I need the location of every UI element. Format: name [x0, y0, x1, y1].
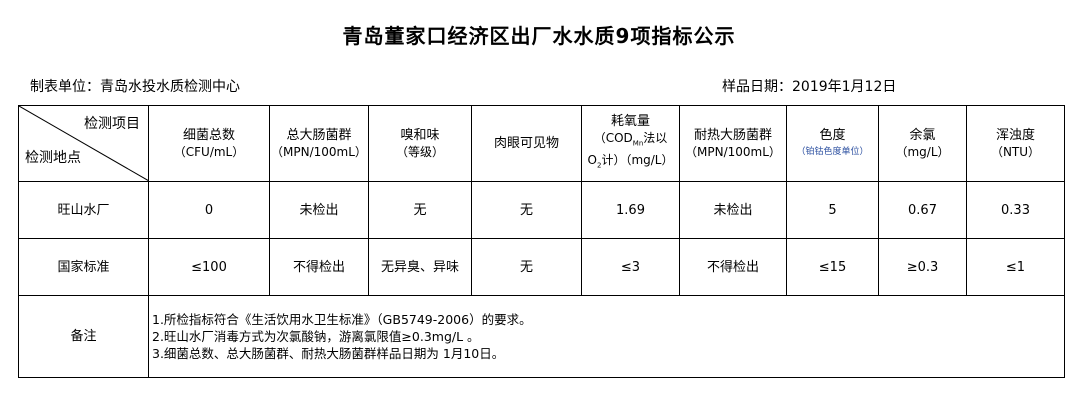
col-unit: （MPN/100mL）: [685, 144, 781, 159]
corner-top-label: 检测项目: [84, 116, 140, 132]
unit-part: 计）（mg/L）: [601, 153, 674, 167]
col-name: 总大肠菌群: [286, 127, 352, 143]
col-header: 总大肠菌群 （MPN/100mL）: [269, 105, 369, 182]
remark-line: 1.所检指标符合《生活饮用水卫生标准》（GB5749-2006）的要求。: [152, 312, 532, 327]
unit-part: （COD: [593, 130, 633, 145]
remark-line: 2.旺山水厂消毒方式为次氯酸钠，游离氯限值≥0.3mg/L 。: [152, 329, 480, 344]
col-header: 嗅和味 （等级）: [368, 105, 472, 182]
table-row: 国家标准 ≤100 不得检出 无异臭、异味 无 ≤3 不得检出 ≤15 ≥0.3…: [18, 238, 1065, 296]
col-unit: （MPN/100mL）: [271, 144, 367, 159]
sample-date: 样品日期：2019年1月12日: [722, 79, 897, 95]
table-row: 旺山水厂 0 未检出 无 无 1.69 未检出 5 0.67 0.33: [18, 181, 1065, 239]
cell: 无: [471, 238, 582, 296]
cell: ≤100: [148, 238, 270, 296]
unit-sub: Mn: [632, 139, 644, 147]
cell: ≤3: [581, 238, 680, 296]
col-unit: O2计）（mg/L）: [582, 152, 679, 174]
col-name: 嗅和味: [400, 127, 440, 143]
col-header: 浑浊度 （NTU）: [966, 105, 1065, 182]
unit-part: 法以: [643, 130, 668, 145]
cell: 0.33: [966, 181, 1065, 239]
cell: 0.67: [878, 181, 967, 239]
page-title: 青岛董家口经济区出厂水水质9项指标公示: [342, 24, 736, 48]
col-header: 肉眼可见物: [471, 105, 582, 182]
col-header: 细菌总数 （CFU/mL）: [148, 105, 270, 182]
col-unit: （CODMn法以: [582, 130, 679, 152]
col-name: 细菌总数: [182, 127, 235, 143]
col-name: 耗氧量: [610, 113, 650, 129]
remarks-content: 1.所检指标符合《生活饮用水卫生标准》（GB5749-2006）的要求。 2.旺…: [148, 295, 1065, 378]
water-quality-table: 检测项目 检测地点 细菌总数 （CFU/mL） 总大肠菌群 （MPN/100mL） …: [18, 105, 1065, 378]
col-name: 肉眼可见物: [493, 136, 559, 151]
cell: 不得检出: [269, 238, 369, 296]
col-unit: （CFU/mL）: [173, 144, 245, 159]
col-name: 浑浊度: [995, 127, 1035, 143]
header-row: 检测项目 检测地点 细菌总数 （CFU/mL） 总大肠菌群 （MPN/100mL） …: [18, 105, 1065, 182]
remarks-row: 备注 1.所检指标符合《生活饮用水卫生标准》（GB5749-2006）的要求。 …: [18, 295, 1065, 378]
unit-part: O: [587, 153, 597, 167]
remark-line: 3.细菌总数、总大肠菌群、耐热大肠菌群样品日期为 1月10日。: [152, 346, 505, 361]
cell: 无: [471, 181, 582, 239]
col-unit: （NTU）: [990, 144, 1041, 159]
col-header: 色度 （铂钴色度单位）: [786, 105, 879, 182]
row-label: 国家标准: [18, 238, 149, 296]
corner-cell: 检测项目 检测地点: [18, 105, 149, 182]
cell: 0: [148, 181, 270, 239]
remarks-label: 备注: [18, 295, 149, 378]
col-name: 色度: [819, 127, 846, 143]
issuing-unit: 制表单位：青岛水投水质检测中心: [30, 79, 240, 95]
cell: 不得检出: [679, 238, 787, 296]
cell: 无: [368, 181, 472, 239]
cell: 1.69: [581, 181, 680, 239]
col-header: 耗氧量 （CODMn法以 O2计）（mg/L）: [581, 105, 680, 182]
col-unit: （等级）: [395, 144, 444, 159]
corner-bottom-label: 检测地点: [25, 150, 81, 166]
cell: 无异臭、异味: [368, 238, 472, 296]
diagonal-line: [19, 106, 149, 181]
col-unit: （铂钴色度单位）: [796, 146, 869, 157]
col-name: 耐热大肠菌群: [693, 127, 772, 143]
col-name: 余氯: [909, 127, 936, 143]
cell: ≤1: [966, 238, 1065, 296]
col-header: 耐热大肠菌群 （MPN/100mL）: [679, 105, 787, 182]
col-unit: （mg/L）: [895, 144, 950, 159]
row-label: 旺山水厂: [18, 181, 149, 239]
cell: ≥0.3: [878, 238, 967, 296]
unit-sub: 2: [596, 161, 602, 170]
cell: ≤15: [786, 238, 879, 296]
cell: 未检出: [269, 181, 369, 239]
cell: 5: [786, 181, 879, 239]
col-header: 余氯 （mg/L）: [878, 105, 967, 182]
cell: 未检出: [679, 181, 787, 239]
